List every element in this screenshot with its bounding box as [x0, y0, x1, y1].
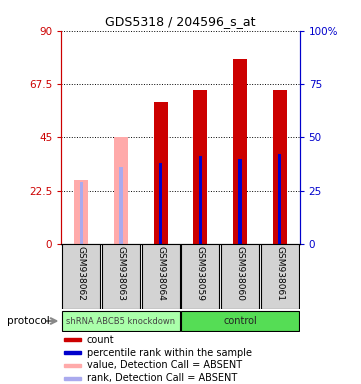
FancyBboxPatch shape — [181, 311, 299, 331]
Text: GSM938059: GSM938059 — [196, 247, 205, 301]
Bar — [74, 180, 88, 244]
Text: protocol: protocol — [7, 316, 50, 326]
Bar — [64, 364, 81, 367]
Text: shRNA ABCB5 knockdown: shRNA ABCB5 knockdown — [66, 316, 175, 326]
Bar — [239, 159, 242, 244]
Bar — [199, 156, 202, 244]
Bar — [80, 182, 83, 244]
FancyBboxPatch shape — [261, 244, 299, 309]
Text: GSM938060: GSM938060 — [236, 247, 244, 301]
Text: GSM938063: GSM938063 — [117, 247, 125, 301]
Bar — [114, 137, 128, 244]
FancyBboxPatch shape — [181, 244, 219, 309]
Text: control: control — [223, 316, 257, 326]
Bar — [119, 167, 122, 244]
Text: count: count — [87, 335, 114, 345]
FancyBboxPatch shape — [62, 311, 180, 331]
Bar — [278, 154, 281, 244]
Text: GSM938062: GSM938062 — [77, 247, 86, 301]
Text: GSM938064: GSM938064 — [156, 247, 165, 301]
Bar — [273, 90, 287, 244]
Text: percentile rank within the sample: percentile rank within the sample — [87, 348, 252, 358]
FancyBboxPatch shape — [62, 244, 100, 309]
Bar — [233, 59, 247, 244]
Bar — [154, 102, 168, 244]
Title: GDS5318 / 204596_s_at: GDS5318 / 204596_s_at — [105, 15, 256, 28]
Text: rank, Detection Call = ABSENT: rank, Detection Call = ABSENT — [87, 373, 237, 383]
Text: value, Detection Call = ABSENT: value, Detection Call = ABSENT — [87, 360, 242, 370]
Bar — [159, 163, 162, 244]
Text: GSM938061: GSM938061 — [275, 247, 284, 301]
Bar — [64, 376, 81, 380]
FancyBboxPatch shape — [221, 244, 259, 309]
Bar — [64, 351, 81, 354]
Bar — [193, 90, 207, 244]
Bar — [64, 338, 81, 341]
FancyBboxPatch shape — [142, 244, 180, 309]
FancyBboxPatch shape — [102, 244, 140, 309]
